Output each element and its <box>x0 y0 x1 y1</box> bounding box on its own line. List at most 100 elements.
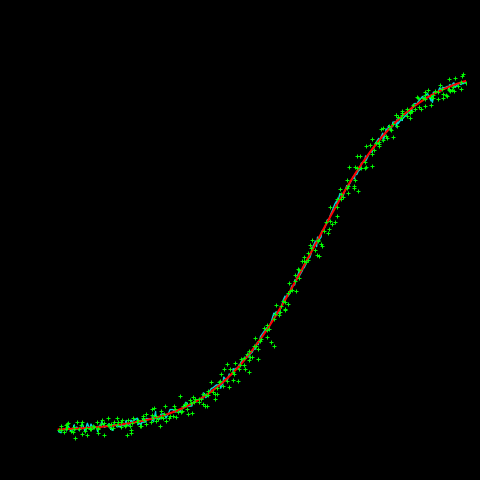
Point <box>216 377 224 385</box>
Point <box>223 360 230 368</box>
Point <box>304 256 312 264</box>
Point <box>325 225 333 233</box>
Point <box>462 80 469 87</box>
Point <box>356 152 364 159</box>
Point <box>136 422 144 430</box>
Point <box>370 146 378 154</box>
Point <box>175 408 182 416</box>
Point <box>411 105 419 112</box>
Point <box>113 421 120 429</box>
Point <box>350 182 358 190</box>
Point <box>270 343 277 350</box>
Point <box>254 355 262 362</box>
Point <box>419 95 426 102</box>
Point <box>209 389 217 396</box>
Point <box>272 301 280 309</box>
Point <box>73 419 81 426</box>
Point <box>333 204 341 211</box>
Point <box>171 405 179 412</box>
Point <box>379 124 386 132</box>
Point <box>241 365 249 373</box>
Point <box>246 357 253 364</box>
Point <box>178 407 186 415</box>
Point <box>306 241 313 249</box>
Point <box>361 165 369 172</box>
Point <box>353 152 360 160</box>
Point <box>315 252 323 260</box>
Point <box>445 75 453 83</box>
Point <box>344 189 352 197</box>
Point <box>240 361 247 369</box>
Point <box>165 415 172 422</box>
Point <box>345 163 353 171</box>
Point <box>362 163 370 171</box>
Point <box>128 420 136 427</box>
Point <box>413 94 421 101</box>
Point <box>366 141 374 149</box>
Point <box>428 93 435 100</box>
Point <box>394 113 402 120</box>
Point <box>192 396 199 403</box>
Point <box>187 399 195 407</box>
Point <box>171 402 179 409</box>
Point <box>94 429 102 436</box>
Point <box>442 91 450 99</box>
Point <box>160 410 168 418</box>
Point <box>127 430 135 437</box>
Point <box>62 425 70 433</box>
Point <box>140 416 147 424</box>
Point <box>212 391 219 398</box>
Point <box>434 95 442 103</box>
Point <box>421 88 429 96</box>
Point <box>404 112 411 120</box>
Point <box>157 413 165 421</box>
Point <box>162 417 170 425</box>
Point <box>161 402 169 410</box>
Point <box>78 419 86 426</box>
Point <box>78 430 85 438</box>
Point <box>446 87 454 95</box>
Point <box>343 177 351 184</box>
Point <box>369 135 376 143</box>
Point <box>65 420 72 427</box>
Point <box>252 342 260 350</box>
Point <box>407 114 414 121</box>
Point <box>179 403 187 410</box>
Point <box>398 111 406 119</box>
Point <box>199 400 206 408</box>
Point <box>368 150 376 158</box>
Point <box>279 298 287 305</box>
Point <box>159 414 167 422</box>
Point <box>110 418 118 426</box>
Point <box>326 203 334 211</box>
Point <box>231 359 239 366</box>
Point <box>119 416 126 424</box>
Point <box>407 108 414 116</box>
Point <box>383 134 391 142</box>
Point <box>429 91 436 99</box>
Point <box>204 387 212 395</box>
Point <box>213 391 220 398</box>
Point <box>129 414 137 422</box>
Point <box>333 212 340 219</box>
Point <box>82 427 89 435</box>
Point <box>67 427 75 434</box>
Point <box>150 404 157 412</box>
Point <box>424 86 432 94</box>
Point <box>263 326 270 334</box>
Point <box>87 425 95 432</box>
Point <box>257 335 264 343</box>
Point <box>277 302 285 310</box>
Point <box>156 422 164 430</box>
Point <box>375 140 383 148</box>
Point <box>313 252 321 259</box>
Point <box>63 423 71 431</box>
Point <box>254 345 262 353</box>
Point <box>265 325 273 333</box>
Point <box>57 422 65 430</box>
Point <box>195 398 203 406</box>
Point <box>152 417 159 425</box>
Point <box>323 218 330 226</box>
Point <box>124 416 132 423</box>
Point <box>55 426 62 433</box>
